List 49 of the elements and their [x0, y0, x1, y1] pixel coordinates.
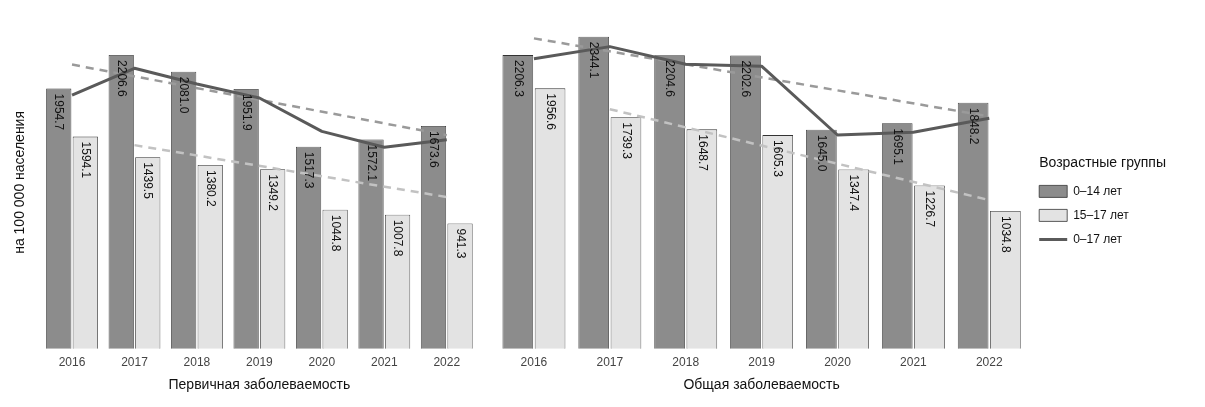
x-tick-label: 2016 — [520, 355, 548, 370]
x-tick-label: 2017 — [596, 355, 624, 370]
data-label: 2206.6 — [114, 60, 129, 98]
data-label: 1007.8 — [391, 219, 406, 257]
x-tick-label: 2021 — [900, 355, 928, 370]
data-label: 1648.7 — [695, 134, 710, 172]
x-axis-title: Общая заболеваемость — [683, 376, 840, 393]
x-tick-label: 2022 — [975, 355, 1003, 370]
y-axis-title: на 100 000 населения — [11, 110, 28, 254]
legend-label: 15–17 лет — [1073, 207, 1130, 222]
x-tick-label: 2017 — [121, 355, 149, 370]
data-label: 1380.2 — [203, 170, 218, 208]
data-label: 2204.6 — [663, 60, 678, 98]
data-label: 1605.3 — [771, 140, 786, 178]
data-label: 2202.6 — [739, 60, 754, 98]
data-label: 1226.7 — [923, 190, 938, 228]
x-tick-label: 2022 — [433, 355, 461, 370]
data-label: 1572.1 — [364, 144, 379, 182]
data-label: 1848.2 — [966, 107, 981, 145]
data-label: 1645.0 — [815, 134, 830, 172]
x-tick-label: 2021 — [370, 355, 398, 370]
legend-label: 0–14 лет — [1073, 183, 1123, 198]
data-label: 1956.6 — [543, 93, 558, 131]
x-tick-label: 2019 — [748, 355, 776, 370]
legend-label: 0–17 лет — [1073, 231, 1123, 246]
data-label: 1349.2 — [266, 174, 281, 212]
legend-title: Возрастные группы — [1039, 154, 1167, 171]
data-label: 1347.4 — [847, 174, 862, 212]
data-label: 1673.6 — [427, 131, 442, 169]
data-label: 2081.0 — [177, 76, 192, 114]
x-axis-title: Первичная заболеваемость — [168, 376, 351, 393]
x-tick-label: 2020 — [308, 355, 336, 370]
data-label: 1695.1 — [890, 128, 905, 166]
data-label: 1517.3 — [302, 151, 317, 189]
x-tick-label: 2019 — [246, 355, 274, 370]
x-tick-label: 2020 — [824, 355, 852, 370]
x-tick-label: 2016 — [58, 355, 86, 370]
data-label: 941.3 — [453, 228, 468, 259]
data-label: 1439.5 — [141, 162, 156, 200]
data-label: 1951.9 — [239, 93, 254, 131]
x-tick-label: 2018 — [672, 355, 700, 370]
data-label: 2344.1 — [587, 41, 602, 79]
data-label: 1594.1 — [78, 141, 93, 179]
x-tick-label: 2018 — [183, 355, 211, 370]
data-label: 1034.8 — [999, 216, 1014, 254]
data-label: 1739.3 — [619, 122, 634, 160]
data-label: 1954.7 — [52, 93, 67, 131]
data-label: 2206.3 — [511, 60, 526, 98]
data-label: 1044.8 — [328, 214, 343, 252]
